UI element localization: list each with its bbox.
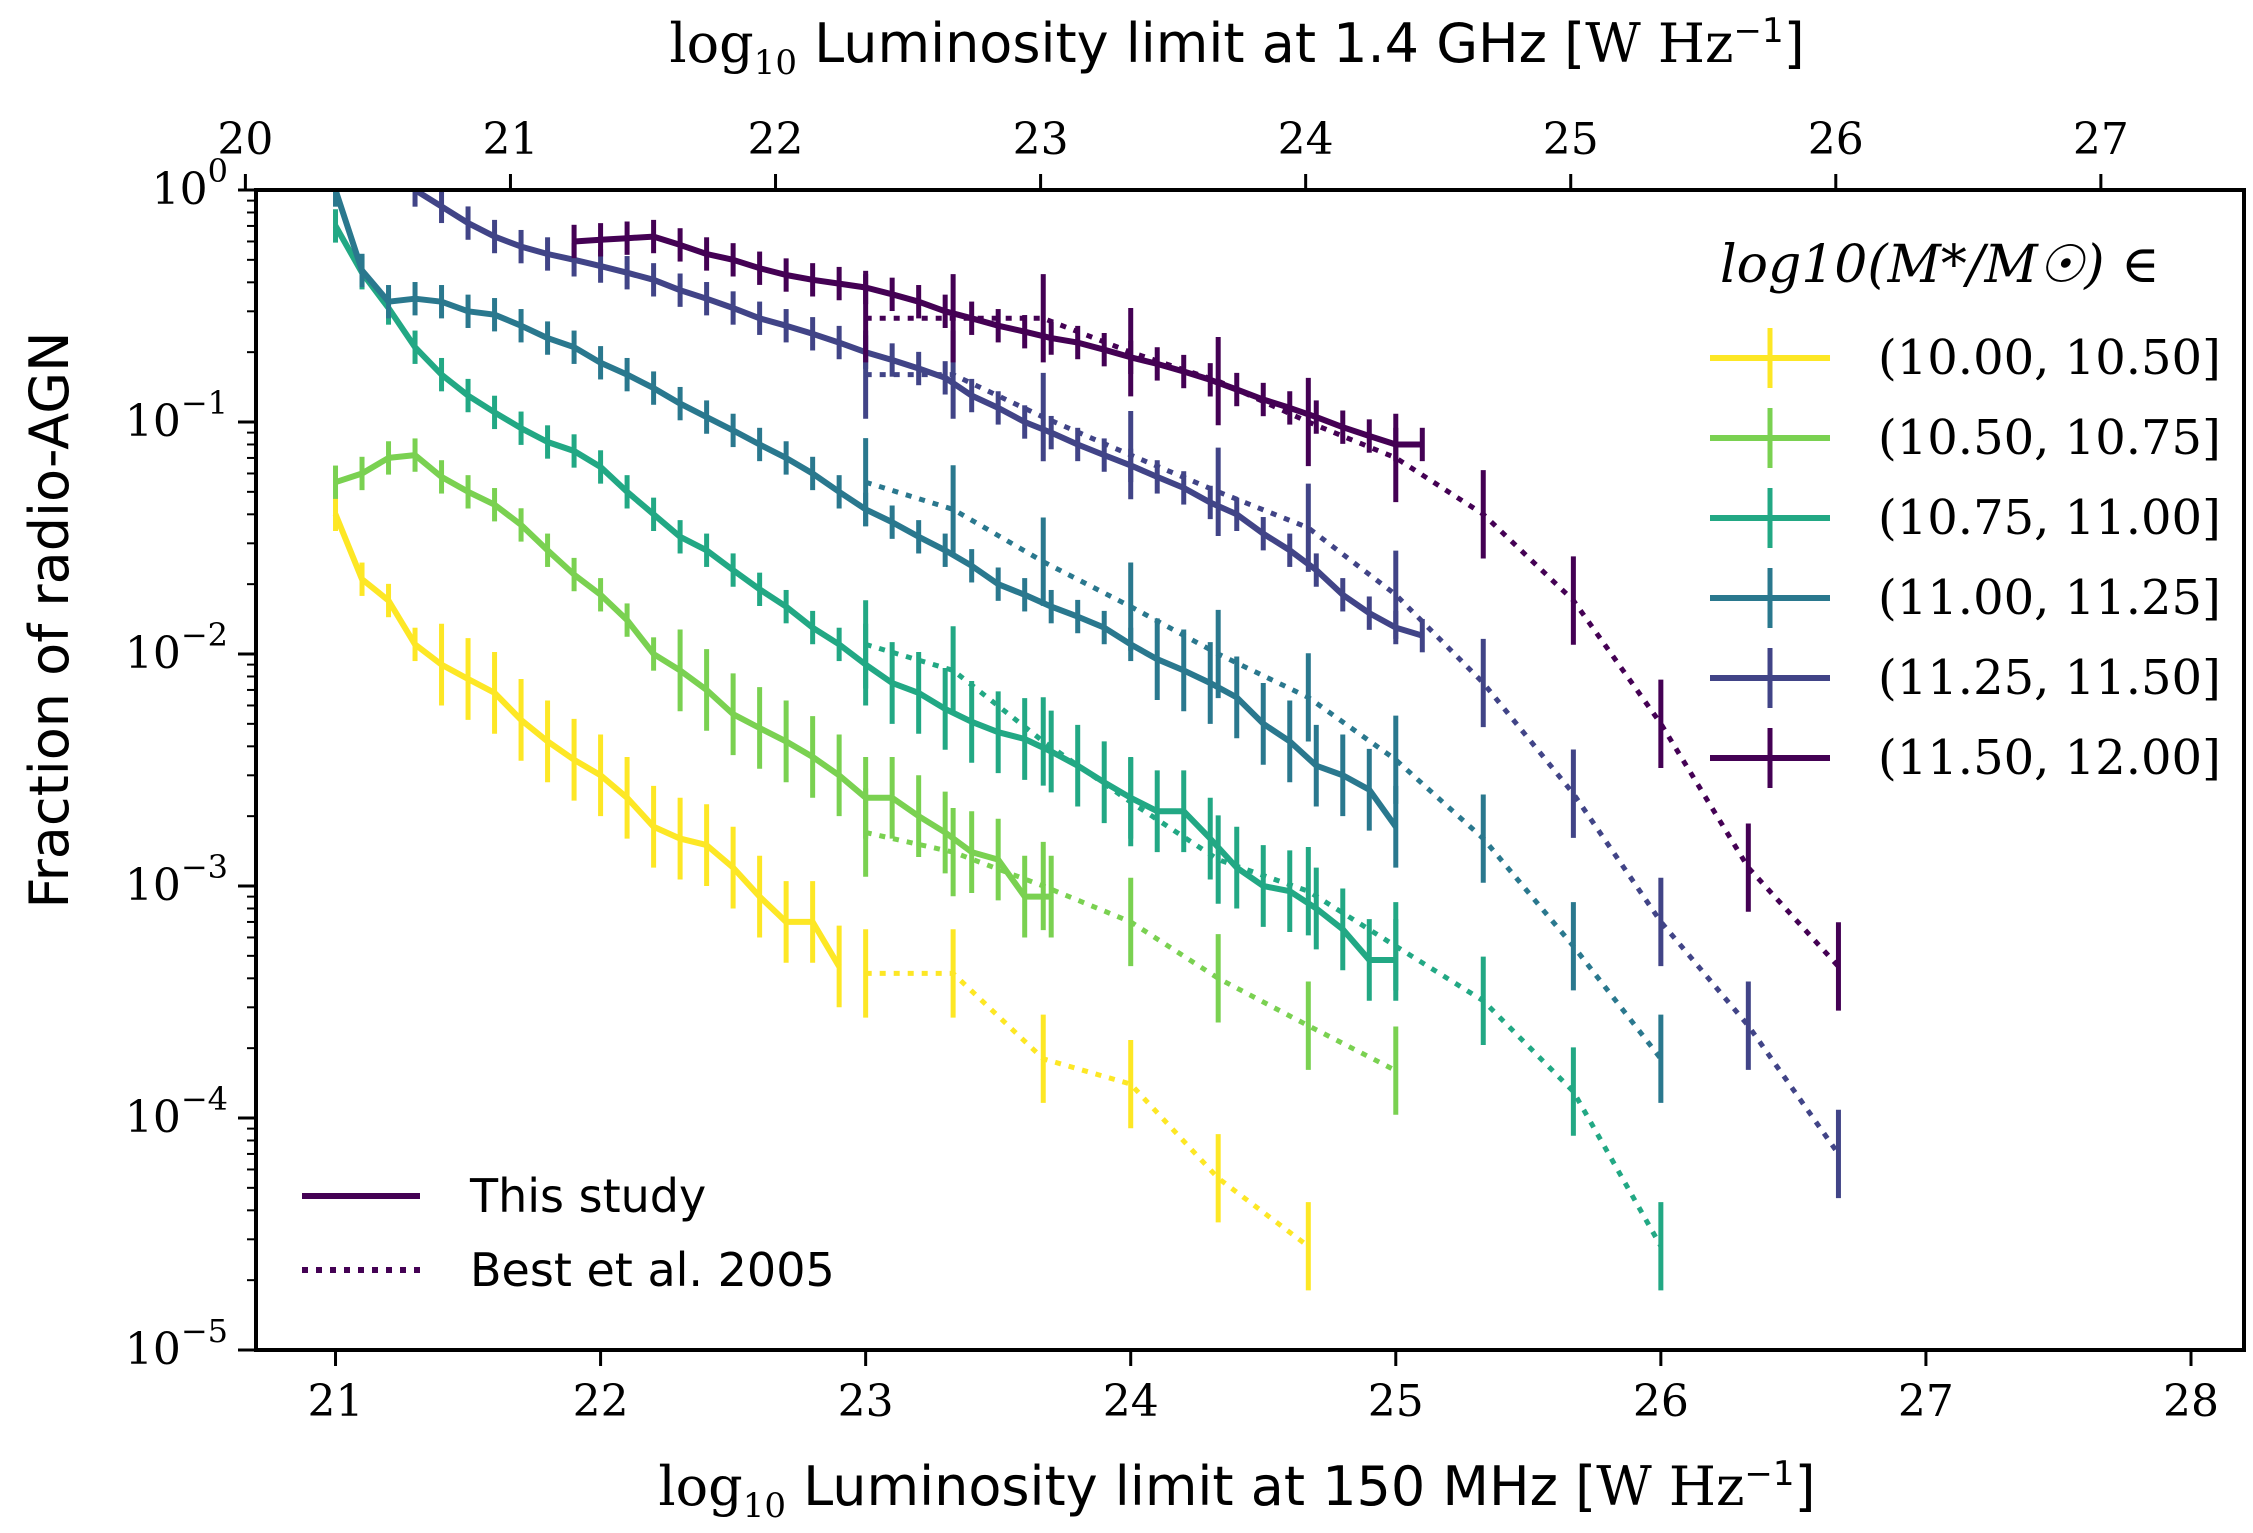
x2-tick-label: 24 <box>1278 114 1334 165</box>
x2-tick-label: 21 <box>482 114 538 165</box>
x2-tick-label: 25 <box>1543 114 1599 165</box>
x-tick-label: 23 <box>838 1376 894 1427</box>
y-tick-label: 100 <box>152 152 228 215</box>
x-tick-label: 21 <box>308 1376 364 1427</box>
x-tick-label: 26 <box>1633 1376 1689 1427</box>
x2-tick-label: 26 <box>1808 114 1864 165</box>
y-tick-label: 10−2 <box>125 616 228 679</box>
series-5 <box>571 219 1841 1011</box>
x-tick-label: 22 <box>573 1376 629 1427</box>
x-tick-label: 24 <box>1103 1376 1159 1427</box>
x2-tick-label: 22 <box>748 114 804 165</box>
mass-legend-label: (11.50, 12.00] <box>1878 730 2221 786</box>
y-tick-label: 10−5 <box>125 1312 228 1375</box>
mass-legend: log10(M*/M☉) ∈ (10.00, 10.50] (10.50, 10.… <box>1710 235 2221 788</box>
mass-legend-label: (10.00, 10.50] <box>1878 330 2221 386</box>
mass-legend-label: (11.25, 11.50] <box>1878 650 2221 706</box>
y-tick-label: 10−3 <box>125 848 228 911</box>
bottom-axis-label: log10 Luminosity limit at 150 MHz [W Hz−… <box>658 1454 1815 1526</box>
series-3 <box>332 190 1664 1103</box>
x-tick-label: 28 <box>2163 1376 2219 1427</box>
style-legend: This study Best et al. 2005 <box>302 1169 835 1297</box>
series-2 <box>332 209 1664 1291</box>
style-legend-solid-label: This study <box>469 1169 706 1223</box>
x-tick-label: 25 <box>1368 1376 1424 1427</box>
mass-legend-label: (11.00, 11.25] <box>1878 570 2221 626</box>
best2005-line <box>865 315 1841 969</box>
mass-legend-title: log10(M*/M☉) ∈ <box>1720 235 2160 295</box>
series-4 <box>412 190 1841 1199</box>
this-study-line <box>332 513 842 969</box>
y-tick-label: 10−4 <box>125 1080 228 1143</box>
x2-tick-label: 27 <box>2073 114 2129 165</box>
x2-tick-label: 23 <box>1013 114 1069 165</box>
best2005-line <box>865 970 1310 1249</box>
y-axis-label: Fraction of radio-AGN <box>18 331 81 908</box>
best2005-line <box>864 479 1663 1061</box>
series-1 <box>333 438 1399 1115</box>
this-study-line <box>334 452 1052 900</box>
best2005-line <box>865 372 1841 1156</box>
mass-legend-label: (10.50, 10.75] <box>1878 410 2221 466</box>
x-tick-label: 27 <box>1898 1376 1954 1427</box>
style-legend-dotted-label: Best et al. 2005 <box>470 1243 835 1297</box>
mass-legend-label: (10.75, 11.00] <box>1878 490 2221 546</box>
y-tick-label: 10−1 <box>125 384 228 447</box>
top-axis-label: log10 Luminosity limit at 1.4 GHz [W Hz−… <box>669 11 1804 83</box>
series-0 <box>332 497 1311 1291</box>
x2-tick-label: 20 <box>217 114 273 165</box>
plot-frame <box>254 188 2246 1352</box>
